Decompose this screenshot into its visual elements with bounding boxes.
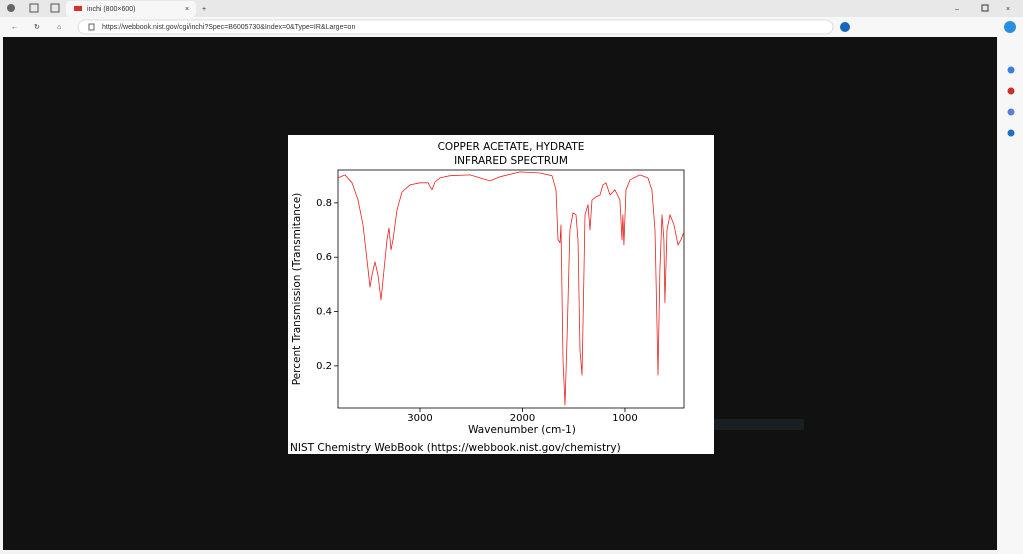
x-axis-label: Wavenumber (cm-1) [468, 424, 576, 436]
address-bar[interactable] [77, 19, 834, 35]
new-tab[interactable]: + [202, 6, 206, 13]
y-tick-label: 0.6 [316, 252, 332, 263]
y-tick-label: 0.2 [316, 361, 332, 372]
tab[interactable] [66, 1, 196, 17]
tab-close[interactable]: × [185, 6, 189, 13]
tab-icon [74, 6, 82, 11]
restore[interactable] [981, 4, 989, 12]
sidebar-icon[interactable] [1007, 87, 1015, 95]
x-tick-label: 2000 [510, 413, 535, 424]
y-tick-label: 0.8 [316, 198, 332, 209]
sidebar-icon[interactable] [1007, 108, 1015, 116]
workspace-icon[interactable] [29, 3, 39, 13]
plot-frame [337, 169, 685, 409]
sidebar-icon[interactable] [1007, 129, 1015, 137]
tabs-icon[interactable] [50, 3, 60, 13]
profile-icon[interactable] [7, 4, 15, 12]
back[interactable]: ← [11, 24, 18, 31]
home[interactable]: ⌂ [57, 24, 61, 31]
chart: COPPER ACETATE, HYDRATE INFRARED SPECTRU… [290, 141, 685, 454]
y-tick-label: 0.4 [316, 307, 332, 318]
overlay-strip [714, 419, 804, 430]
y-axis-label: Percent Transmission (Transmitance) [291, 193, 303, 386]
reload[interactable]: ↻ [34, 24, 40, 31]
chart-title: COPPER ACETATE, HYDRATE [438, 141, 585, 153]
close[interactable]: × [1006, 6, 1010, 13]
footer: NIST Chemistry WebBook (https://webbook.… [290, 442, 621, 454]
spectrum-image [288, 135, 714, 454]
tab-bar [0, 0, 1023, 17]
minimize[interactable]: – [955, 6, 959, 13]
ext-icon[interactable] [840, 22, 850, 32]
spectrum-line [337, 171, 685, 406]
sidebar [998, 37, 1023, 554]
chart-subtitle: INFRARED SPECTRUM [454, 155, 568, 167]
sidebar-icon[interactable] [1007, 66, 1015, 74]
url: https://webbook.nist.gov/cgi/inchi?Spec=… [102, 24, 355, 31]
tab-title: inchi (800×600) [87, 6, 135, 13]
x-tick-label: 1000 [612, 413, 637, 424]
x-tick-label: 3000 [407, 413, 432, 424]
lock-icon [88, 23, 95, 31]
copilot-icon[interactable] [1004, 21, 1016, 33]
